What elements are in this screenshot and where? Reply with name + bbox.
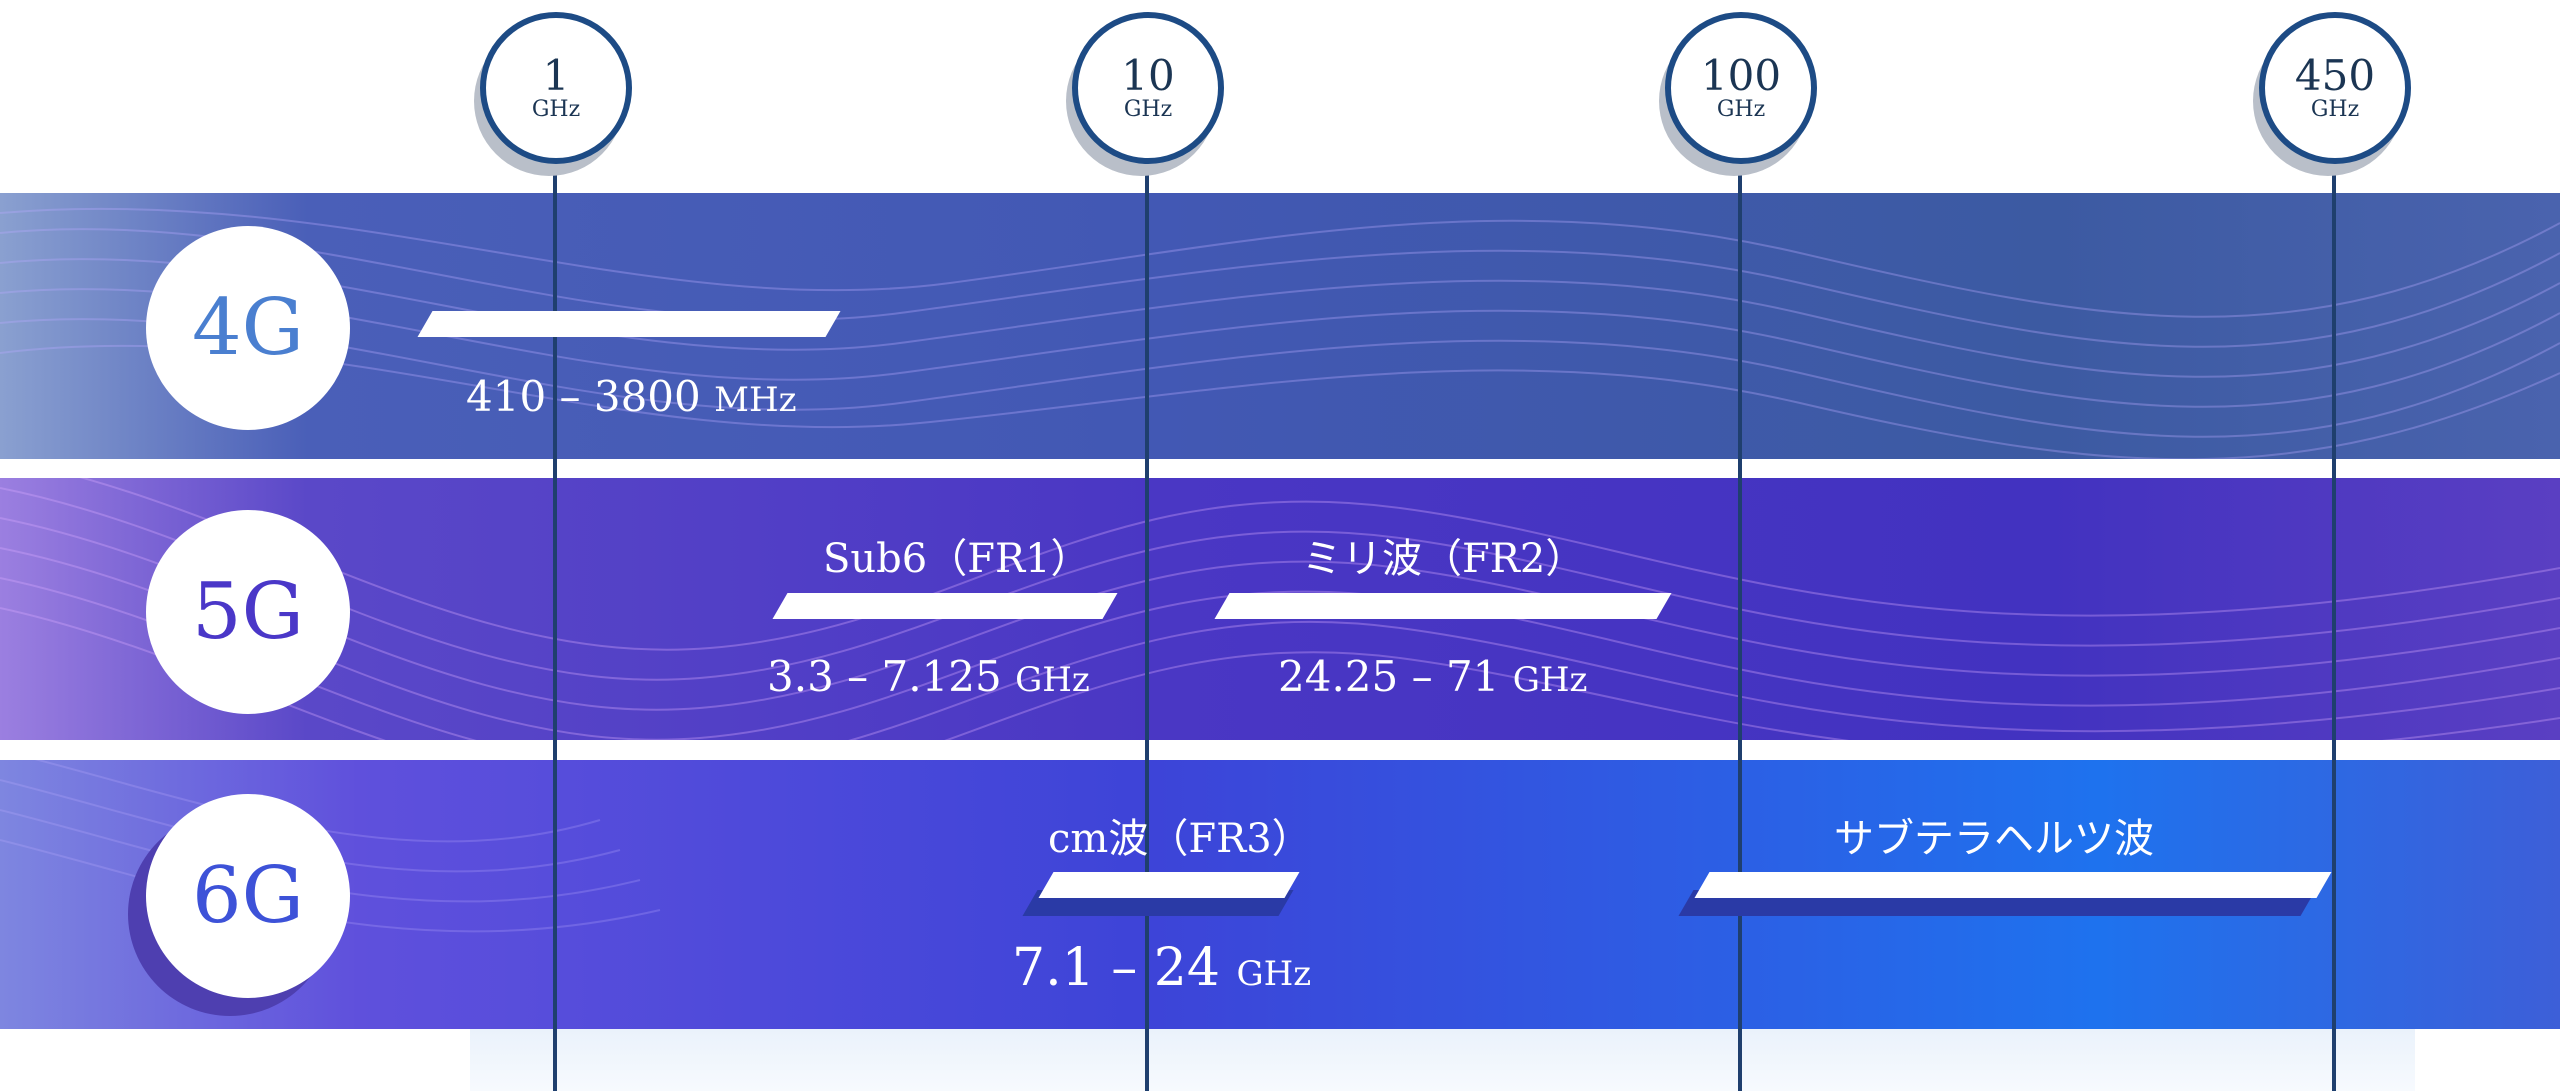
- band-range-4g: 410 – 3800 MHz: [466, 372, 797, 421]
- band-range-cmwave: 7.1 – 24 GHz: [1012, 938, 1311, 998]
- marker-value: 450: [2294, 51, 2376, 100]
- bottom-strip: [470, 1029, 2415, 1091]
- band-name-sub6: Sub6（FR1）: [823, 536, 1091, 582]
- band-name-mmwave: ミリ波（FR2）: [1302, 536, 1586, 582]
- band-name-cmwave: cm波（FR3）: [1048, 816, 1312, 862]
- band-4g: [0, 193, 2560, 459]
- axis-line-100ghz: [1738, 150, 1742, 1091]
- band-range-sub6: 3.3 – 7.125 GHz: [767, 652, 1090, 701]
- range-unit: GHz: [1236, 954, 1312, 994]
- marker-value: 1: [542, 51, 570, 100]
- range-value: 7.1 – 24: [1012, 938, 1220, 998]
- generation-badge-4g: 4G: [146, 226, 350, 430]
- marker-unit: GHz: [1716, 97, 1766, 122]
- band-bar-mmwave: [1214, 593, 1672, 619]
- range-unit: GHz: [1015, 660, 1090, 700]
- axis-line-450ghz: [2332, 150, 2336, 1091]
- marker-unit: GHz: [2310, 97, 2360, 122]
- axis-line-10ghz: [1145, 150, 1149, 1091]
- generation-badge-6g: 6G: [146, 794, 350, 998]
- band-bar-4g: [417, 311, 841, 337]
- marker-value: 100: [1700, 51, 1782, 100]
- band-bar-sub6: [772, 593, 1118, 619]
- axis-line-1ghz: [553, 150, 557, 1091]
- range-value: 410 – 3800: [466, 372, 701, 421]
- band-name-subthz: サブテラヘルツ波: [1834, 816, 2154, 862]
- marker-unit: GHz: [1123, 97, 1173, 122]
- frequency-marker-1ghz: 1 GHz: [474, 12, 632, 176]
- range-value: 3.3 – 7.125: [767, 652, 1002, 701]
- marker-value: 10: [1121, 51, 1175, 100]
- frequency-marker-10ghz: 10 GHz: [1066, 12, 1224, 176]
- frequency-marker-100ghz: 100 GHz: [1659, 12, 1817, 176]
- generation-badge-5g: 5G: [146, 510, 350, 714]
- band-range-mmwave: 24.25 – 71 GHz: [1278, 652, 1587, 701]
- range-unit: MHz: [714, 380, 797, 420]
- range-unit: GHz: [1512, 660, 1588, 700]
- frequency-marker-450ghz: 450 GHz: [2253, 12, 2411, 176]
- band-bar-subthz: [1694, 872, 2332, 898]
- marker-unit: GHz: [531, 97, 581, 122]
- wave-pattern-4g: [0, 207, 2560, 459]
- band-bar-cmwave: [1038, 872, 1300, 898]
- range-value: 24.25 – 71: [1278, 652, 1500, 701]
